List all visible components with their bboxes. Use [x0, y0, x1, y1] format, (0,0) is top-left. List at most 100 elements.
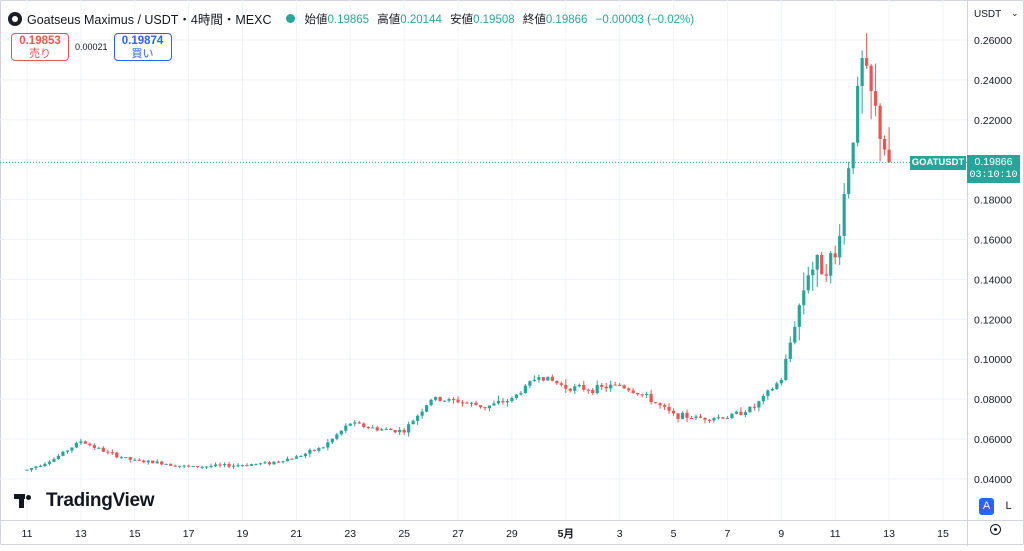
candle-body	[218, 464, 222, 466]
candle-body	[110, 452, 114, 454]
candle-body	[357, 422, 361, 424]
candle-body	[662, 405, 667, 407]
candle-body	[689, 417, 694, 419]
candle-body	[348, 423, 352, 426]
candle-body	[528, 381, 532, 386]
candle-body	[851, 142, 855, 169]
candle-body	[407, 424, 411, 433]
candle-body	[559, 383, 563, 385]
price-chart[interactable]	[0, 0, 967, 520]
candle-body	[164, 463, 168, 465]
candle-body	[393, 430, 397, 433]
candle-body	[505, 401, 510, 403]
candle-body	[680, 412, 685, 419]
candle-body	[613, 384, 617, 386]
buy-button[interactable]: 0.19874 買い	[113, 33, 172, 61]
spread-value: 0.00021	[75, 42, 108, 52]
candle-body	[752, 406, 756, 408]
candle-body	[155, 461, 159, 464]
candle-body	[258, 463, 263, 465]
candle-body	[330, 438, 334, 443]
candle-body	[38, 465, 43, 467]
horizontal-gridlines	[0, 39, 967, 480]
symbol-title[interactable]: Goatseus Maximus / USDT・4時間・MEXC	[27, 13, 272, 27]
candle-body	[187, 465, 191, 467]
candle-body	[654, 402, 658, 404]
candle-body	[142, 460, 146, 463]
candle-body	[151, 460, 155, 464]
candle-body	[115, 452, 119, 458]
candle-body	[299, 456, 303, 458]
x-tick-label: 29	[506, 528, 518, 540]
candle-body	[474, 402, 478, 406]
candle-body	[577, 384, 581, 387]
candle-body	[61, 451, 65, 456]
high-value: 0.20144	[400, 13, 442, 26]
candle-body	[433, 397, 438, 400]
y-tick-label: 0.16000	[974, 235, 1012, 247]
chevron-down-icon[interactable]: ⌄	[1011, 8, 1019, 18]
sell-button[interactable]: 0.19853 売り	[11, 33, 69, 61]
currency-selector[interactable]: USDT	[974, 9, 1002, 20]
candle-body	[47, 461, 52, 464]
candle-body	[389, 428, 393, 431]
candle-body	[698, 416, 703, 418]
vertical-gridlines	[26, 0, 944, 520]
price-axis-labels: 0.260000.240000.220000.200000.180000.160…	[974, 35, 1012, 486]
bar-countdown: 03:10:10	[969, 170, 1018, 181]
candle-body	[200, 466, 204, 468]
candle-body	[317, 448, 321, 451]
y-tick-label: 0.24000	[974, 75, 1012, 87]
candle-body	[416, 415, 420, 421]
candle-body	[83, 441, 87, 444]
y-tick-label: 0.22000	[974, 115, 1012, 127]
candle-body	[25, 469, 29, 471]
candle-body	[137, 459, 141, 461]
candle-body	[429, 399, 433, 406]
candle-body	[191, 466, 195, 468]
candle-body	[631, 390, 635, 393]
x-tick-label: 13	[75, 528, 87, 540]
candle-body	[829, 253, 833, 276]
candle-body	[119, 457, 123, 459]
candle-body	[29, 468, 34, 470]
x-tick-label: 13	[883, 528, 895, 540]
candle-body	[249, 464, 254, 466]
time-axis[interactable]: 11 13 15 17 19 21 23 25 27 29 5月 3 5 7 9 11 13 15	[0, 520, 967, 546]
candle-body	[231, 465, 236, 467]
candle-body	[640, 394, 644, 396]
x-tick-label: 3	[617, 528, 623, 540]
log-scale-button[interactable]: L	[1005, 500, 1012, 512]
x-tick-label: 9	[778, 528, 784, 540]
candle-body	[487, 405, 492, 409]
price-axis[interactable]: 0.260000.240000.220000.200000.180000.160…	[967, 0, 1024, 520]
candle-body	[169, 463, 173, 466]
ohlc-values: 始値0.19865 高値0.20144 安値0.19508 終値0.19866 …	[305, 11, 700, 27]
candle-body	[222, 464, 227, 466]
candle-body	[209, 466, 213, 468]
candle-body	[353, 422, 357, 424]
candle-body	[519, 393, 523, 395]
y-tick-label: 0.18000	[974, 195, 1012, 207]
x-tick-label: 21	[291, 528, 303, 540]
candle-body	[600, 384, 604, 387]
candle-body	[335, 434, 339, 439]
candle-body	[384, 428, 388, 430]
candle-body	[133, 459, 137, 461]
auto-scale-button[interactable]: A	[979, 498, 994, 515]
time-axis-labels: 11 13 15 17 19 21 23 25 27 29 5月 3 5 7 9 11 13 15	[22, 528, 949, 540]
candle-body	[797, 305, 801, 327]
candle-body	[492, 403, 496, 406]
candle-body	[501, 400, 505, 403]
settings-gear-icon[interactable]	[990, 524, 1001, 535]
candle-body	[568, 388, 572, 391]
tradingview-watermark: TradingView	[14, 490, 155, 512]
candle-body	[173, 465, 177, 467]
candle-body	[101, 447, 105, 452]
candle-body	[451, 399, 456, 401]
candle-body	[146, 460, 150, 463]
candle-body	[573, 386, 577, 391]
low-label: 安値	[450, 13, 474, 26]
candle-body	[537, 377, 541, 380]
x-tick-label: 11	[830, 528, 841, 540]
